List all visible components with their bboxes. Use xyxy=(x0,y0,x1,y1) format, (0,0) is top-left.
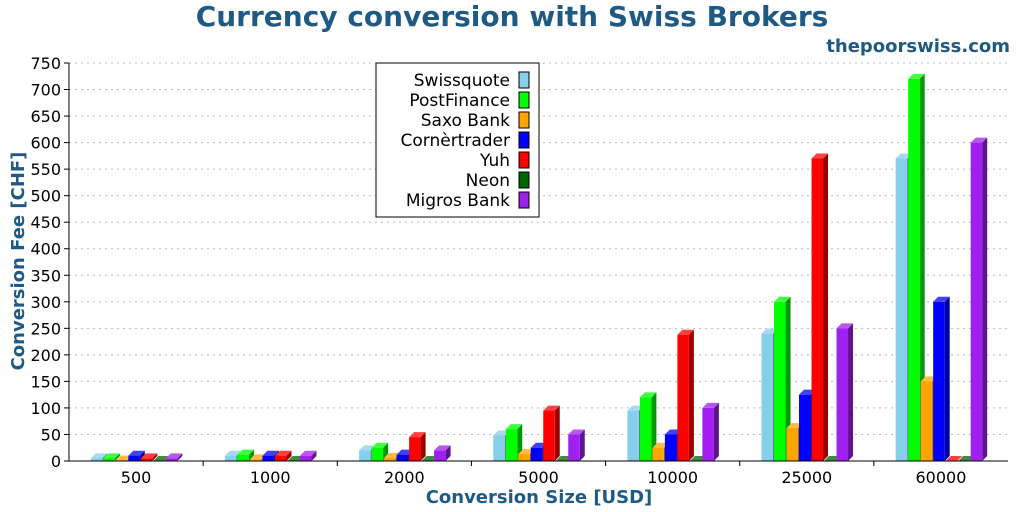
legend-label: Yuh xyxy=(479,151,510,171)
bar xyxy=(371,442,389,461)
legend-box xyxy=(375,62,540,218)
bar xyxy=(421,456,439,461)
bar xyxy=(639,392,657,461)
bar xyxy=(677,329,694,461)
bar xyxy=(543,405,560,461)
legend-swatch xyxy=(518,91,530,109)
legend-swatch xyxy=(518,151,530,169)
x-tick-label: 2000 xyxy=(384,468,425,487)
y-axis-label: Conversion Fee [CHF] xyxy=(8,152,29,371)
chart-subtitle: thepoorswiss.com xyxy=(826,36,1010,57)
y-tick-label: 700 xyxy=(30,81,61,100)
legend-label: Migros Bank xyxy=(406,191,510,211)
legend-label: Cornèrtrader xyxy=(401,131,511,151)
x-tick-label: 500 xyxy=(121,468,152,487)
bar xyxy=(702,402,719,461)
bar xyxy=(689,456,707,461)
bar xyxy=(836,323,854,461)
y-tick-label: 650 xyxy=(30,107,61,126)
y-tick-label: 200 xyxy=(30,346,61,365)
bar xyxy=(945,456,963,461)
bar xyxy=(165,453,183,461)
x-tick-label: 60000 xyxy=(915,468,966,487)
x-tick-label: 1000 xyxy=(250,468,291,487)
bar xyxy=(555,456,573,461)
legend-label: Saxo Bank xyxy=(421,111,510,131)
y-axis: 0 50 100 150 200 250 300 350 400 450 500 550 600 650 7… xyxy=(30,54,69,471)
bar xyxy=(103,453,120,461)
bar xyxy=(811,153,829,461)
bar xyxy=(434,445,451,461)
legend-item: Saxo Bank xyxy=(421,111,530,131)
legend-item: Migros Bank xyxy=(406,191,530,211)
legend-swatch xyxy=(518,171,530,189)
bar xyxy=(933,296,950,461)
bar xyxy=(299,450,317,461)
legend-label: PostFinance xyxy=(409,91,510,111)
legend-label: Swissquote xyxy=(414,71,510,91)
bar xyxy=(153,456,170,461)
legend-item: Cornèrtrader xyxy=(401,131,530,151)
y-tick-label: 0 xyxy=(51,452,61,471)
y-tick-label: 550 xyxy=(30,160,61,179)
bar xyxy=(237,449,254,461)
y-tick-label: 400 xyxy=(30,240,61,259)
bar xyxy=(409,432,426,461)
x-tick-label: 25000 xyxy=(781,468,832,487)
y-tick-label: 50 xyxy=(41,425,61,444)
bar xyxy=(908,73,925,462)
legend-swatch xyxy=(518,111,530,129)
bars xyxy=(90,73,988,462)
bar xyxy=(287,456,304,461)
bar xyxy=(958,456,975,461)
bar xyxy=(970,137,988,461)
legend-swatch xyxy=(518,71,530,89)
y-tick-label: 150 xyxy=(30,372,61,391)
legend-item: PostFinance xyxy=(409,91,530,111)
chart-title: Currency conversion with Swiss Brokers xyxy=(196,0,829,33)
x-axis: 500 1000 2000 5000 10000 25000 60000 xyxy=(121,461,966,487)
x-axis-label: Conversion Size [USD] xyxy=(426,487,653,508)
y-tick-label: 750 xyxy=(30,54,61,73)
y-tick-label: 500 xyxy=(30,187,61,206)
y-tick-label: 450 xyxy=(30,213,61,232)
bar xyxy=(140,453,158,461)
legend-item: Neon xyxy=(466,171,530,191)
bar xyxy=(824,456,841,461)
x-tick-label: 5000 xyxy=(518,468,559,487)
x-tick-label: 10000 xyxy=(647,468,698,487)
y-tick-label: 300 xyxy=(30,293,61,312)
bar xyxy=(274,450,292,461)
legend-swatch xyxy=(518,191,530,209)
legend-label: Neon xyxy=(466,171,510,191)
axes xyxy=(68,63,1008,462)
legend-item: Yuh xyxy=(479,151,530,171)
bar xyxy=(774,296,791,461)
y-tick-label: 600 xyxy=(30,134,61,153)
y-tick-label: 100 xyxy=(30,399,61,418)
y-tick-label: 250 xyxy=(30,319,61,338)
y-tick-label: 350 xyxy=(30,266,61,285)
legend-swatch xyxy=(518,131,530,149)
bar xyxy=(568,429,585,461)
legend-item: Swissquote xyxy=(414,71,530,91)
